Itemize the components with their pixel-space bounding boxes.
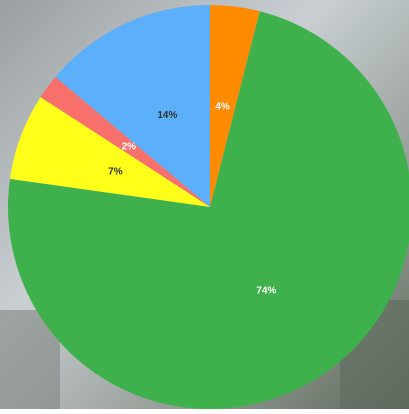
slice-label: 74% <box>256 286 276 297</box>
pie-slice <box>55 5 210 207</box>
pie-slice <box>8 11 409 409</box>
pie-slice <box>40 76 211 207</box>
slice-label: 2% <box>122 142 137 153</box>
slice-label: 14% <box>157 110 177 121</box>
pie-slice <box>9 97 210 207</box>
slice-label: 7% <box>108 166 123 177</box>
pie-slice <box>210 5 260 207</box>
slice-label: 4% <box>215 101 230 112</box>
